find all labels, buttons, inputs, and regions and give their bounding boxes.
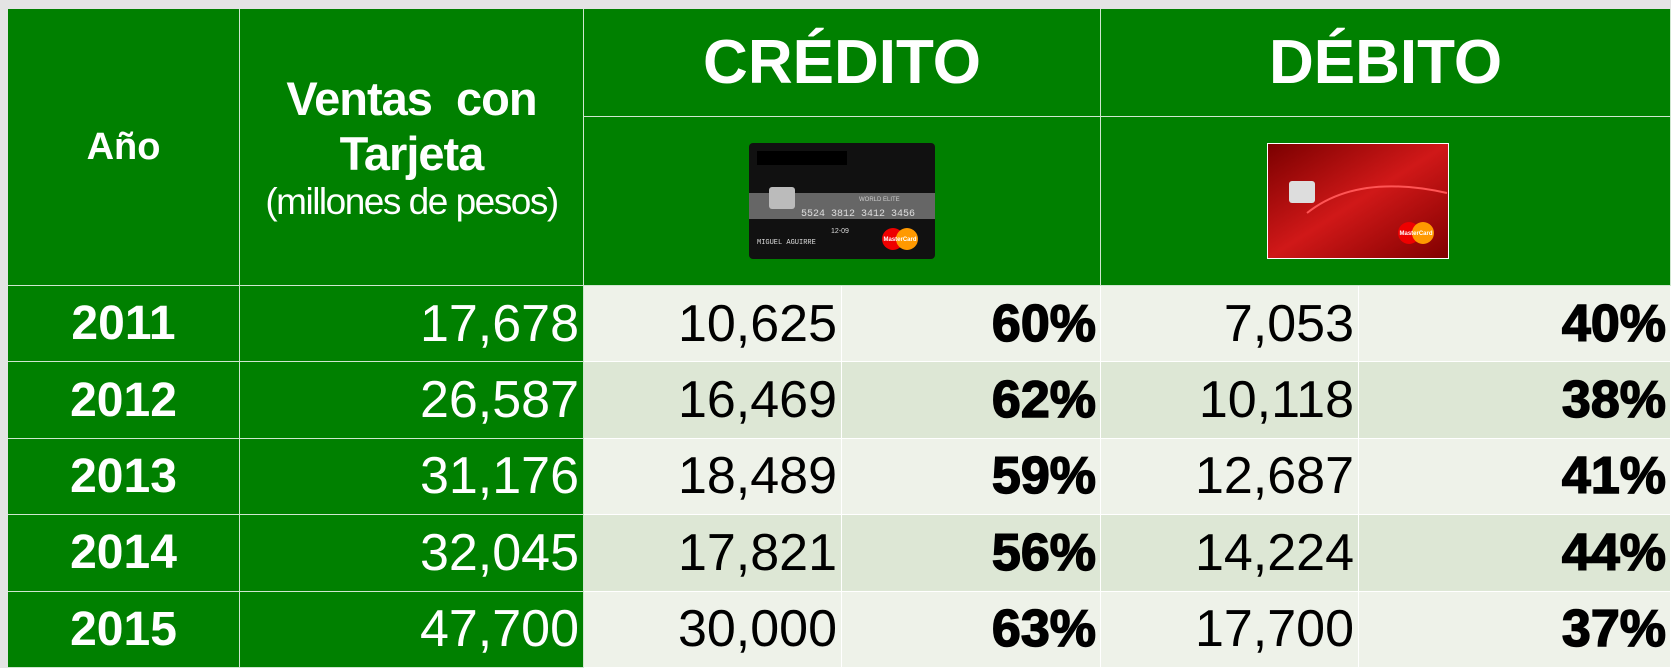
year-cell: 2014 [8,515,240,592]
card-brand: MasterCard [883,237,916,243]
credit-share-cell: 60% [842,286,1101,363]
debit-card: MasterCard [1267,143,1449,259]
sales-unit: (millones de pesos) [265,181,559,222]
debit-cell: 14,224 [1101,515,1359,592]
debit-share-cell: 41% [1359,438,1671,516]
credit-cell: 18,489 [584,438,842,516]
debit-cell: 7,053 [1101,286,1359,363]
total-cell: 31,176 [240,438,584,516]
card-tier: WORLD ELITE [859,197,900,203]
card-brand: MasterCard [1399,231,1432,237]
credit-cell: 30,000 [584,591,842,668]
debit-share-cell: 38% [1359,362,1671,439]
debit-share-cell: 40% [1359,286,1671,363]
debit-header: DÉBITO [1101,9,1671,117]
year-cell: 2012 [8,362,240,439]
card-number: 5524 3812 3412 3456 [801,209,915,220]
credit-cell: 10,625 [584,286,842,363]
credit-cell: 17,821 [584,515,842,592]
card-expiry: 12-09 [831,228,849,235]
total-cell: 26,587 [240,362,584,439]
debit-cell: 12,687 [1101,438,1359,516]
total-cell: 32,045 [240,515,584,592]
year-cell: 2011 [8,286,240,363]
debit-share-cell: 37% [1359,591,1671,668]
sales-header: Ventas con Tarjeta (millones de pesos) [240,9,584,286]
year-header: Año [8,9,240,286]
sales-header-line: Tarjeta [339,127,485,180]
debit-cell: 17,700 [1101,591,1359,668]
total-cell: 47,700 [240,591,584,668]
debit-share-cell: 44% [1359,515,1671,592]
credit-card-cell: WORLD ELITE 5524 3812 3412 3456 12-09 MI… [584,117,1101,286]
debit-card-cell: MasterCard [1101,117,1671,286]
year-cell: 2013 [8,438,240,516]
card-holder: MIGUEL AGUIRRE [757,239,816,247]
credit-header: CRÉDITO [584,9,1101,117]
debit-cell: 10,118 [1101,362,1359,439]
year-cell: 2015 [8,591,240,668]
sales-header-line: Ventas con [286,72,537,125]
credit-cell: 16,469 [584,362,842,439]
credit-share-cell: 63% [842,591,1101,668]
credit-card: WORLD ELITE 5524 3812 3412 3456 12-09 MI… [749,143,935,259]
credit-share-cell: 62% [842,362,1101,439]
credit-share-cell: 56% [842,515,1101,592]
total-cell: 17,678 [240,286,584,363]
credit-share-cell: 59% [842,438,1101,516]
